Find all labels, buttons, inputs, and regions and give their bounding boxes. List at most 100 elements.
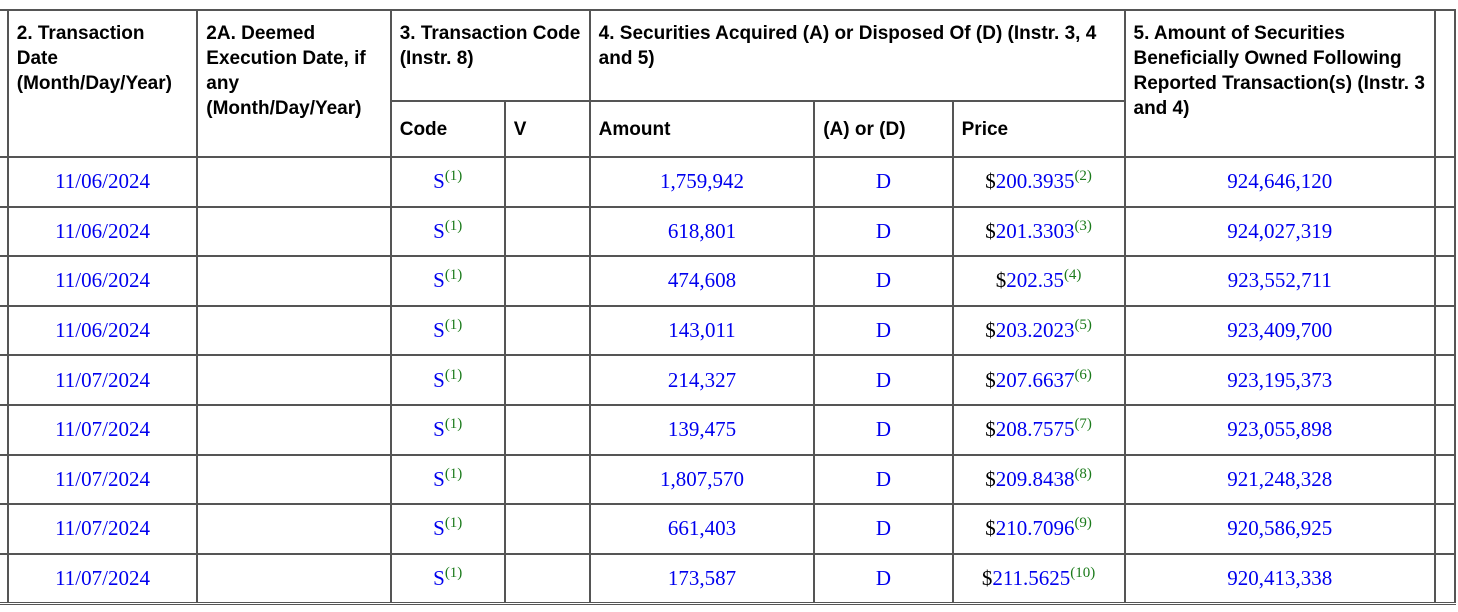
v-cell bbox=[503, 503, 591, 555]
price: $202.35(4) bbox=[951, 255, 1126, 307]
stub-left bbox=[0, 354, 9, 406]
transaction-code: S(1) bbox=[389, 156, 506, 208]
currency-symbol: $ bbox=[985, 466, 996, 491]
price-value: 207.6637 bbox=[995, 367, 1075, 392]
footnote-link[interactable]: (1) bbox=[444, 416, 463, 433]
price: $207.6637(6) bbox=[951, 354, 1126, 406]
stub-left bbox=[0, 255, 9, 307]
code-value: S bbox=[433, 466, 445, 491]
stub-left bbox=[0, 552, 9, 605]
amount: 143,011 bbox=[588, 304, 816, 357]
footnote-link[interactable]: (7) bbox=[1074, 416, 1092, 433]
a-or-d: D bbox=[813, 403, 954, 456]
stub-right bbox=[1433, 503, 1457, 555]
amount-owned: 921,248,328 bbox=[1123, 453, 1436, 506]
amount: 618,801 bbox=[588, 205, 816, 258]
header-transaction-date: 2. Transaction Date (Month/Day/Year) bbox=[6, 9, 199, 158]
deemed-execution-date bbox=[196, 255, 392, 307]
header-amount-owned: 5. Amount of Securities Beneficially Own… bbox=[1123, 9, 1436, 158]
code-value: S bbox=[433, 367, 445, 392]
table-row: 11/07/2024 S(1) 1,807,570 D $209.8438(8)… bbox=[0, 453, 1457, 506]
stub-right bbox=[1433, 9, 1457, 158]
footnote-link[interactable]: (1) bbox=[444, 317, 463, 334]
currency-symbol: $ bbox=[985, 218, 996, 243]
currency-symbol: $ bbox=[985, 367, 996, 392]
v-cell bbox=[503, 255, 591, 307]
footnote-link[interactable]: (1) bbox=[444, 366, 463, 383]
footnote-link[interactable]: (1) bbox=[444, 515, 463, 532]
price: $210.7096(9) bbox=[951, 503, 1126, 555]
a-or-d: D bbox=[813, 205, 954, 258]
footnote-link[interactable]: (3) bbox=[1074, 217, 1092, 234]
footnote-link[interactable]: (4) bbox=[1063, 267, 1082, 284]
footnote-link[interactable]: (10) bbox=[1070, 564, 1096, 581]
stub-right bbox=[1433, 453, 1457, 506]
header-v: V bbox=[503, 100, 591, 158]
footnote-link[interactable]: (1) bbox=[444, 564, 463, 581]
v-cell bbox=[503, 403, 591, 456]
price: $200.3935(2) bbox=[951, 156, 1126, 208]
amount: 661,403 bbox=[588, 503, 816, 555]
transaction-date: 11/06/2024 bbox=[6, 156, 199, 208]
v-cell bbox=[503, 156, 591, 208]
code-value: S bbox=[433, 516, 445, 541]
a-or-d: D bbox=[813, 255, 954, 307]
price: $203.2023(5) bbox=[951, 304, 1126, 357]
transaction-date: 11/06/2024 bbox=[6, 304, 199, 357]
currency-symbol: $ bbox=[985, 169, 996, 194]
transactions-table: 2. Transaction Date (Month/Day/Year) 2A.… bbox=[0, 9, 1457, 605]
deemed-execution-date bbox=[196, 354, 392, 406]
footnote-link[interactable]: (5) bbox=[1074, 317, 1092, 334]
deemed-execution-date bbox=[196, 453, 392, 506]
table-row: 11/07/2024 S(1) 214,327 D $207.6637(6) 9… bbox=[0, 354, 1457, 406]
code-value: S bbox=[433, 169, 445, 194]
amount: 214,327 bbox=[588, 354, 816, 406]
header-transaction-code: 3. Transaction Code (Instr. 8) bbox=[389, 9, 591, 102]
table-row: 11/06/2024 S(1) 1,759,942 D $200.3935(2)… bbox=[0, 156, 1457, 208]
a-or-d: D bbox=[813, 453, 954, 506]
stub-left bbox=[0, 453, 9, 506]
footnote-link[interactable]: (8) bbox=[1074, 465, 1092, 482]
price-value: 201.3303 bbox=[995, 218, 1075, 243]
amount-owned: 920,413,338 bbox=[1123, 552, 1436, 605]
v-cell bbox=[503, 354, 591, 406]
a-or-d: D bbox=[813, 304, 954, 357]
transaction-code: S(1) bbox=[389, 354, 506, 406]
amount: 1,759,942 bbox=[588, 156, 816, 208]
stub-right bbox=[1433, 403, 1457, 456]
amount-owned: 923,055,898 bbox=[1123, 403, 1436, 456]
price: $208.7575(7) bbox=[951, 403, 1126, 456]
table-row: 11/06/2024 S(1) 618,801 D $201.3303(3) 9… bbox=[0, 205, 1457, 258]
footnote-link[interactable]: (1) bbox=[444, 217, 463, 234]
amount: 139,475 bbox=[588, 403, 816, 456]
footnote-link[interactable]: (6) bbox=[1074, 366, 1092, 383]
table-row: 11/06/2024 S(1) 474,608 D $202.35(4) 923… bbox=[0, 255, 1457, 307]
price-value: 209.8438 bbox=[995, 466, 1075, 491]
table-row: 11/06/2024 S(1) 143,011 D $203.2023(5) 9… bbox=[0, 304, 1457, 357]
stub-left bbox=[0, 156, 9, 208]
stub-left bbox=[0, 205, 9, 258]
footnote-link[interactable]: (1) bbox=[444, 168, 463, 185]
footnote-link[interactable]: (1) bbox=[444, 465, 463, 482]
transaction-date: 11/07/2024 bbox=[6, 503, 199, 555]
currency-symbol: $ bbox=[985, 417, 996, 442]
code-value: S bbox=[433, 565, 445, 590]
price-value: 203.2023 bbox=[995, 318, 1075, 343]
price-value: 208.7575 bbox=[995, 417, 1075, 442]
transaction-code: S(1) bbox=[389, 205, 506, 258]
table-row: 11/07/2024 S(1) 139,475 D $208.7575(7) 9… bbox=[0, 403, 1457, 456]
code-value: S bbox=[433, 268, 445, 293]
code-value: S bbox=[433, 218, 445, 243]
v-cell bbox=[503, 552, 591, 605]
amount-owned: 920,586,925 bbox=[1123, 503, 1436, 555]
footnote-link[interactable]: (2) bbox=[1074, 168, 1092, 185]
transaction-date: 11/07/2024 bbox=[6, 552, 199, 605]
price: $211.5625(10) bbox=[951, 552, 1126, 605]
footnote-link[interactable]: (9) bbox=[1074, 515, 1092, 532]
v-cell bbox=[503, 205, 591, 258]
code-value: S bbox=[433, 318, 445, 343]
currency-symbol: $ bbox=[981, 565, 993, 590]
amount-owned: 923,409,700 bbox=[1123, 304, 1436, 357]
stub-left bbox=[0, 9, 9, 158]
footnote-link[interactable]: (1) bbox=[444, 267, 463, 284]
